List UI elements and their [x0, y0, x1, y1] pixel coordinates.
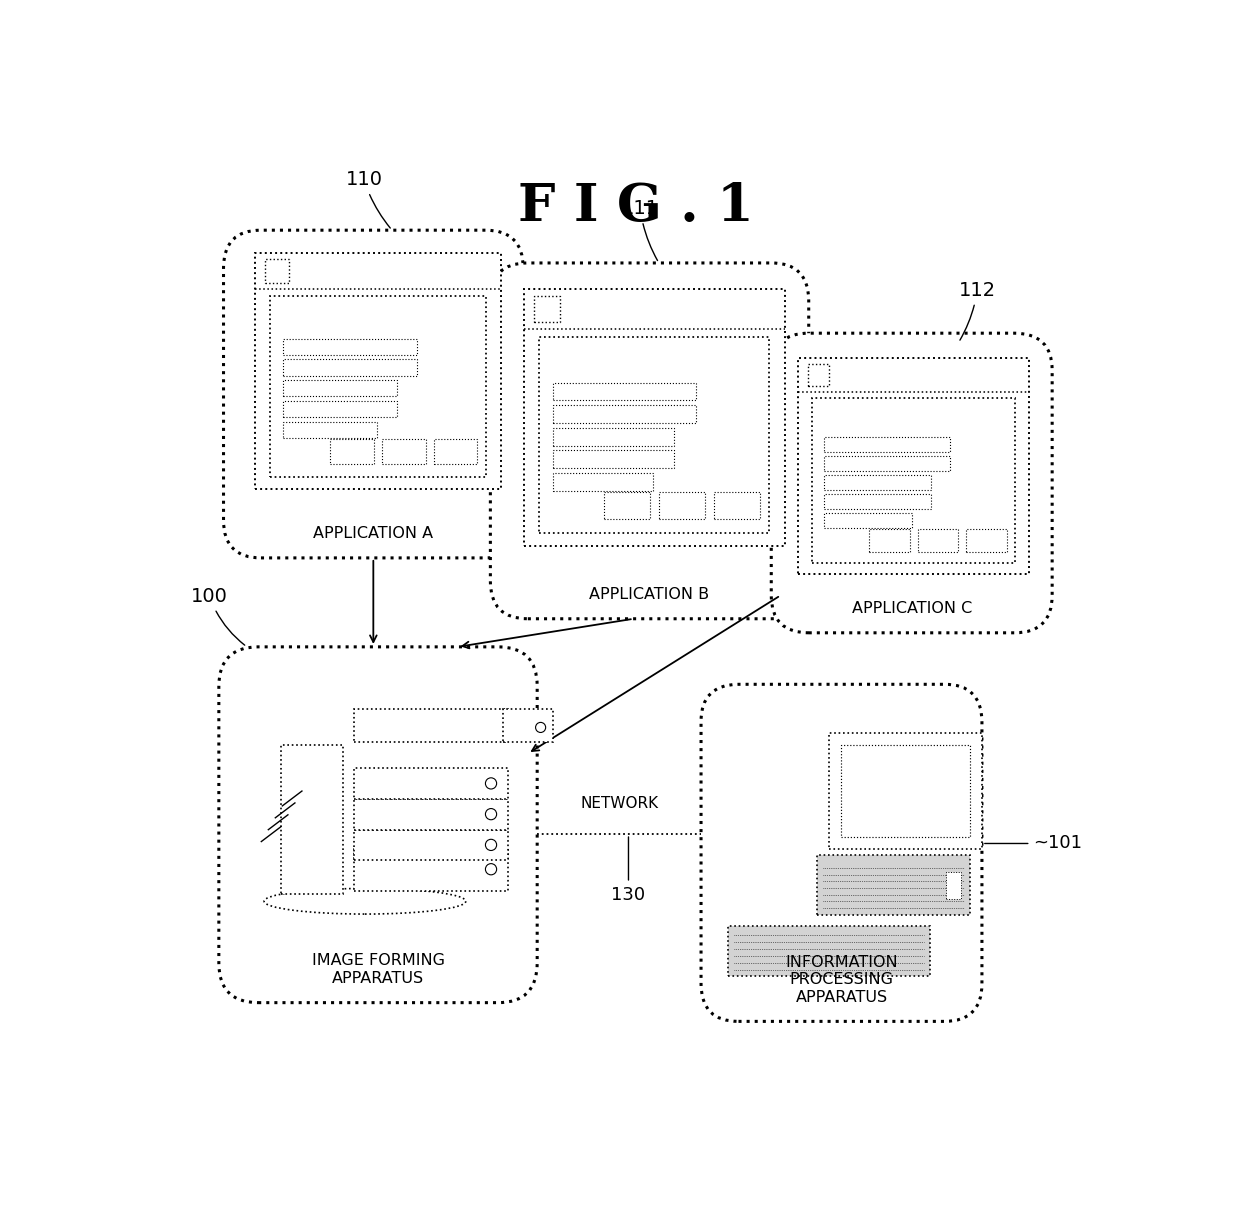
- Bar: [434, 439, 477, 465]
- Bar: [534, 297, 560, 322]
- Bar: [946, 872, 961, 899]
- Bar: [825, 494, 931, 508]
- Bar: [353, 709, 508, 743]
- Bar: [553, 473, 652, 490]
- Bar: [918, 529, 959, 552]
- Bar: [869, 529, 909, 552]
- Bar: [966, 529, 1007, 552]
- Bar: [283, 360, 417, 376]
- Text: F I G . 1: F I G . 1: [517, 181, 754, 232]
- FancyBboxPatch shape: [218, 647, 537, 1003]
- Text: APPLICATION C: APPLICATION C: [852, 601, 972, 617]
- Bar: [825, 513, 913, 528]
- Bar: [283, 422, 377, 438]
- Bar: [553, 428, 675, 445]
- Text: 100: 100: [191, 587, 244, 646]
- Bar: [728, 927, 930, 976]
- Text: NETWORK: NETWORK: [580, 795, 658, 811]
- Text: 112: 112: [959, 281, 996, 340]
- Text: APPLICATION B: APPLICATION B: [589, 587, 709, 602]
- Text: 130: 130: [611, 837, 646, 903]
- Bar: [270, 297, 486, 477]
- Bar: [830, 733, 982, 849]
- Bar: [353, 829, 508, 860]
- Text: ~101: ~101: [985, 834, 1083, 852]
- Bar: [799, 359, 1029, 574]
- Bar: [265, 259, 289, 283]
- Ellipse shape: [264, 889, 466, 914]
- Bar: [281, 745, 342, 894]
- Bar: [353, 848, 508, 891]
- Bar: [539, 337, 769, 533]
- Bar: [353, 769, 508, 799]
- FancyBboxPatch shape: [701, 685, 982, 1021]
- Bar: [283, 401, 397, 417]
- Bar: [553, 405, 696, 423]
- FancyBboxPatch shape: [490, 263, 808, 619]
- Bar: [658, 491, 704, 519]
- Bar: [382, 439, 425, 465]
- Bar: [330, 439, 373, 465]
- Bar: [842, 744, 970, 838]
- Bar: [825, 475, 931, 490]
- Bar: [825, 456, 950, 471]
- Bar: [353, 799, 508, 829]
- Bar: [553, 383, 696, 400]
- Bar: [523, 289, 785, 546]
- Bar: [825, 437, 950, 452]
- Bar: [553, 450, 675, 468]
- Text: INFORMATION
PROCESSING
APPARATUS: INFORMATION PROCESSING APPARATUS: [785, 955, 898, 1004]
- Bar: [283, 381, 397, 396]
- Bar: [714, 491, 760, 519]
- Bar: [283, 339, 417, 355]
- Text: APPLICATION A: APPLICATION A: [314, 527, 434, 541]
- Bar: [807, 364, 830, 385]
- FancyBboxPatch shape: [771, 333, 1053, 632]
- Text: IMAGE FORMING
APPARATUS: IMAGE FORMING APPARATUS: [311, 953, 444, 986]
- Bar: [604, 491, 650, 519]
- Bar: [502, 709, 553, 743]
- Bar: [817, 855, 970, 916]
- FancyBboxPatch shape: [223, 230, 523, 558]
- Text: 111: 111: [621, 199, 658, 260]
- Text: 110: 110: [346, 170, 391, 229]
- Bar: [812, 398, 1014, 563]
- Bar: [255, 253, 501, 489]
